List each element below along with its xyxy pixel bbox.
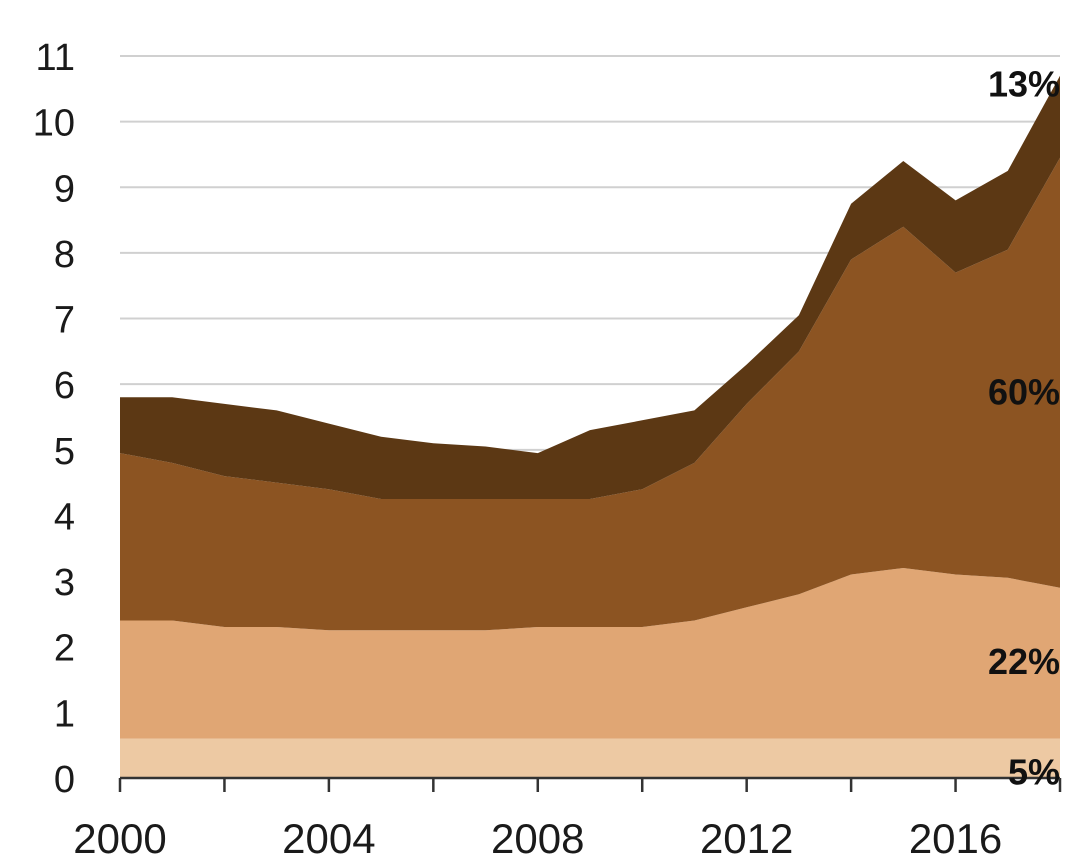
y-tick-label: 10	[33, 103, 75, 145]
y-tick-label: 0	[54, 759, 75, 801]
x-axis	[118, 776, 1062, 792]
y-tick-label: 9	[54, 168, 75, 210]
x-tick-label: 2012	[700, 815, 793, 862]
y-tick-label: 6	[54, 365, 75, 407]
x-axis-tick-labels: 2000 2004 2008 2012 2016	[73, 815, 1002, 862]
series-end-label-4: 13%	[988, 63, 1060, 104]
y-tick-label: 1	[54, 693, 75, 735]
y-axis-tick-labels: 0 1 2 3 4 5 6 7 8 9 10 11	[33, 37, 75, 801]
y-tick-label: 2	[54, 628, 75, 670]
y-tick-label: 5	[54, 431, 75, 473]
y-tick-label: 11	[36, 37, 75, 79]
series-end-label-1: 5%	[1008, 752, 1060, 793]
x-tick-label: 2016	[909, 815, 1002, 862]
series-end-labels: 5% 22% 60% 13%	[988, 63, 1060, 792]
x-tick-label: 2004	[282, 815, 375, 862]
area-series	[120, 75, 1060, 778]
y-tick-label: 8	[54, 234, 75, 276]
series-end-label-3: 60%	[988, 372, 1060, 413]
series-end-label-2: 22%	[988, 641, 1060, 682]
area-series-2	[120, 568, 1060, 739]
y-tick-label: 7	[54, 300, 75, 342]
area-series-1	[120, 738, 1060, 778]
area-series-3	[120, 157, 1060, 631]
area-series-4	[120, 75, 1060, 499]
x-tick-label: 2008	[491, 815, 584, 862]
x-tick-label: 2000	[73, 815, 166, 862]
y-tick-label: 3	[54, 562, 75, 604]
y-tick-label: 4	[54, 496, 75, 538]
